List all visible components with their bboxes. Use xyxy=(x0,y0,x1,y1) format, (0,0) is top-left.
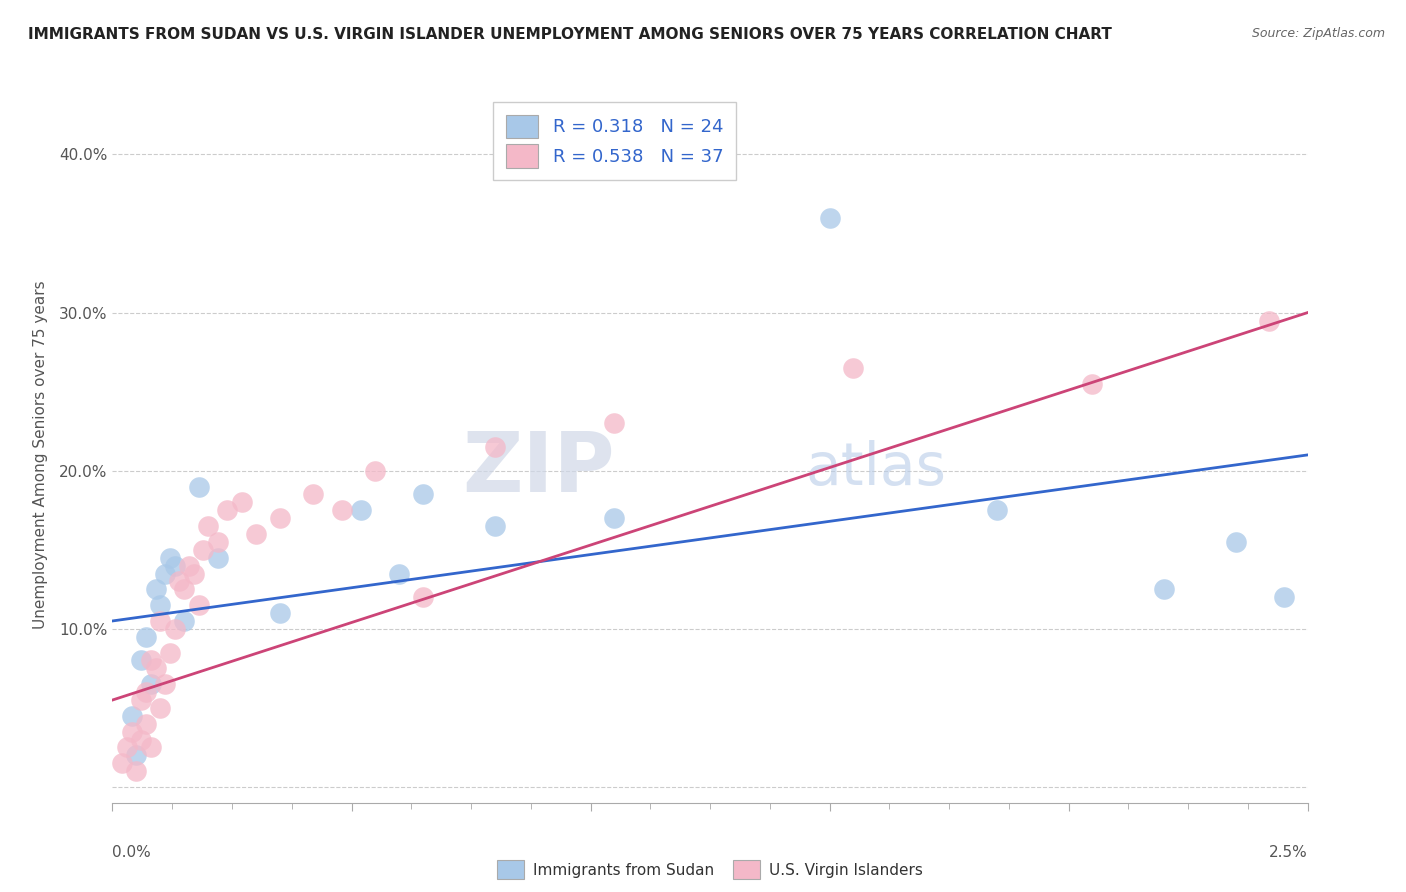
Point xyxy=(197,519,219,533)
Point xyxy=(159,646,181,660)
Point xyxy=(231,495,253,509)
Point xyxy=(135,685,157,699)
Point xyxy=(302,487,325,501)
Point xyxy=(187,598,209,612)
Point xyxy=(484,440,506,454)
Point xyxy=(364,464,387,478)
Point xyxy=(187,479,209,493)
Point xyxy=(412,591,434,605)
Point xyxy=(163,622,186,636)
Point xyxy=(842,361,865,376)
Point xyxy=(330,503,353,517)
Point xyxy=(1258,313,1281,327)
Point xyxy=(603,417,626,431)
Point xyxy=(1272,591,1295,605)
Text: ZIP: ZIP xyxy=(463,428,614,509)
Point xyxy=(135,630,157,644)
Point xyxy=(183,566,205,581)
Point xyxy=(153,566,176,581)
Point xyxy=(163,558,186,573)
Point xyxy=(388,566,411,581)
Point xyxy=(1225,534,1247,549)
Point xyxy=(1081,376,1104,391)
Point xyxy=(177,558,200,573)
Text: atlas: atlas xyxy=(806,441,946,498)
Point xyxy=(217,503,239,517)
Text: IMMIGRANTS FROM SUDAN VS U.S. VIRGIN ISLANDER UNEMPLOYMENT AMONG SENIORS OVER 75: IMMIGRANTS FROM SUDAN VS U.S. VIRGIN ISL… xyxy=(28,27,1112,42)
Text: Source: ZipAtlas.com: Source: ZipAtlas.com xyxy=(1251,27,1385,40)
Point xyxy=(121,724,143,739)
Point xyxy=(193,542,215,557)
Point xyxy=(245,527,267,541)
Point xyxy=(135,716,157,731)
Point xyxy=(149,614,172,628)
Text: 0.0%: 0.0% xyxy=(112,845,152,860)
Point xyxy=(121,708,143,723)
Point xyxy=(129,732,152,747)
Point xyxy=(125,748,148,763)
Point xyxy=(111,756,134,771)
Point xyxy=(149,598,172,612)
Point xyxy=(269,511,291,525)
Point xyxy=(207,550,229,565)
Point xyxy=(145,661,167,675)
Point xyxy=(173,582,195,597)
Point xyxy=(125,764,148,779)
Point xyxy=(129,693,152,707)
Point xyxy=(129,653,152,667)
Point xyxy=(139,740,162,755)
Point xyxy=(207,534,229,549)
Point xyxy=(139,677,162,691)
Point xyxy=(169,574,191,589)
Point xyxy=(139,653,162,667)
Point xyxy=(350,503,373,517)
Point xyxy=(269,606,291,620)
Point xyxy=(145,582,167,597)
Point xyxy=(159,550,181,565)
Point xyxy=(115,740,138,755)
Text: 2.5%: 2.5% xyxy=(1268,845,1308,860)
Point xyxy=(412,487,434,501)
Point xyxy=(1153,582,1175,597)
Legend: Immigrants from Sudan, U.S. Virgin Islanders: Immigrants from Sudan, U.S. Virgin Islan… xyxy=(491,854,929,886)
Y-axis label: Unemployment Among Seniors over 75 years: Unemployment Among Seniors over 75 years xyxy=(32,281,48,629)
Point xyxy=(153,677,176,691)
Point xyxy=(603,511,626,525)
Point xyxy=(149,701,172,715)
Point xyxy=(818,211,841,225)
Point xyxy=(173,614,195,628)
Point xyxy=(484,519,506,533)
Point xyxy=(986,503,1008,517)
